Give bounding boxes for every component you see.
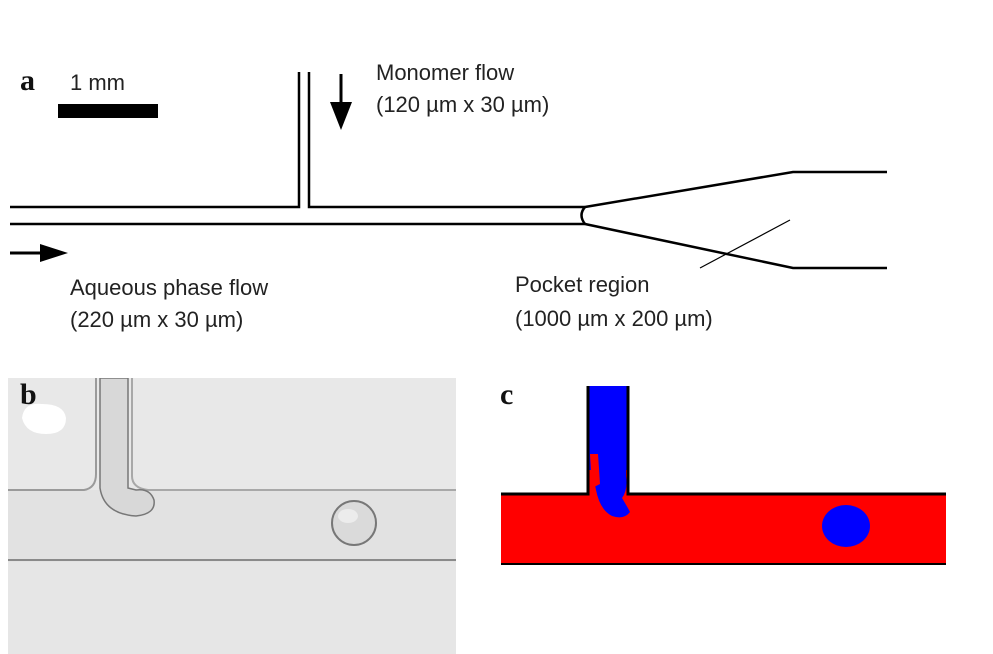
scale-bar-label: 1 mm — [70, 70, 125, 95]
micrograph-panel — [8, 378, 456, 654]
simulation-outline-upper — [501, 386, 946, 496]
micrograph-drawing — [8, 378, 456, 654]
pocket-upper-wall — [584, 170, 887, 209]
panel-b-letter: b — [20, 378, 37, 411]
side-channel-right-wall — [307, 72, 585, 209]
monomer-flow-dims: (120 µm x 30 µm) — [376, 92, 550, 117]
monomer-flow-arrow — [330, 74, 352, 130]
main-channel-upper-wall — [10, 72, 301, 209]
panel-a-letter: a — [20, 64, 35, 97]
pocket-region-title: Pocket region — [515, 272, 650, 297]
scale-bar — [58, 104, 158, 118]
channel-end-cap — [580, 206, 587, 225]
panel-c-letter: c — [500, 378, 514, 411]
aqueous-flow-arrow — [10, 244, 68, 262]
monomer-plug — [592, 386, 630, 518]
pocket-leader-line — [699, 219, 791, 269]
pocket-region-dims: (1000 µm x 200 µm) — [515, 306, 713, 331]
pocket-lower-wall — [584, 222, 887, 270]
aqueous-flow-dims: (220 µm x 30 µm) — [70, 307, 244, 332]
aqueous-channel-fill — [501, 470, 946, 564]
monomer-droplet — [822, 505, 870, 547]
aqueous-flow-title: Aqueous phase flow — [70, 275, 269, 300]
monomer-flow-title: Monomer flow — [376, 60, 515, 85]
